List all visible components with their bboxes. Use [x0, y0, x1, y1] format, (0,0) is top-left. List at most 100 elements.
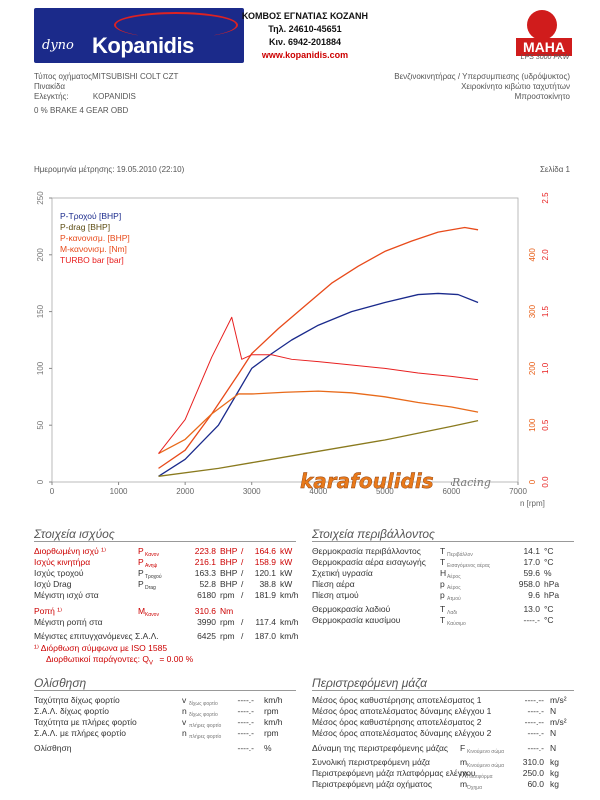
coast-row: Ολίσθηση ----.-%: [34, 743, 296, 753]
environment-section-title: Στοιχεία περιβάλλοντος: [312, 527, 435, 541]
maha-model: LPS 3000 PKW: [520, 54, 570, 61]
power-row: Μέγιστη ισχύ στα 6180 rpm / 181.9 km/h: [34, 590, 298, 600]
legend-item: TURBO bar [bar]: [60, 255, 124, 265]
power-unit-1: rpm: [220, 631, 235, 641]
power-label: Ροπή ¹⁾: [34, 606, 63, 616]
mass-label: Περιστρεφόμενη μάζα οχήματος: [312, 779, 432, 789]
mass-divider: [312, 690, 574, 691]
x-tick-label: 4000: [309, 487, 327, 496]
series-line-norm_power: [158, 226, 479, 469]
env-value: 13.0: [523, 604, 540, 614]
coast-row: Σ.Α.Λ. δίχως φορτίο n δίχως φορτίο ----.- rp…: [34, 706, 296, 718]
power-value-1: 163.3: [194, 568, 216, 578]
power-value-1: 3990: [197, 617, 216, 627]
coast-row: Ταχύτητα με πλήρες φορτίο v πλήρες φορτίο -…: [34, 717, 296, 729]
mass-symbol-sub: Πλατφόρμα: [467, 774, 493, 780]
mass-value: ----.-: [527, 728, 544, 738]
company-mobile: Κιν. 6942-201884: [268, 37, 342, 47]
power-symbol: P: [138, 568, 144, 578]
power-value-1: 6180: [197, 590, 216, 600]
env-label: Θερμοκρασία καυσίμου: [312, 615, 401, 625]
vehicle-type-label: Τύπος οχήματος: [34, 72, 92, 81]
slash-separator: /: [241, 557, 244, 567]
mass-symbol-sub: Όχημα: [467, 785, 483, 791]
right-bar-tick-label: 2.0: [541, 249, 550, 261]
env-row: Πίεση ατμού p Ατμού 9.6 hPa: [312, 590, 574, 602]
watermark-sub: Racing: [451, 476, 491, 489]
power-row: Ισχύ Drag P Drag 52.8 BHP/ 38.8 kW: [34, 579, 296, 591]
power-unit-2: km/h: [280, 631, 299, 641]
power-unit-2: kW: [280, 579, 293, 589]
coast-unit: km/h: [264, 695, 283, 705]
right-bar-tick-label: 0.0: [541, 476, 550, 488]
coast-symbol: n: [182, 706, 187, 716]
env-label: Θερμοκρασία περιβάλλοντος: [312, 546, 421, 556]
series-line-turbo: [158, 316, 479, 454]
env-value: ----.-: [523, 615, 540, 625]
inspector-value: KOPANIDIS: [92, 92, 136, 101]
mass-unit: m/s²: [550, 717, 567, 727]
mass-label: Μέσος όρος καθυστέρησης αποτελέσματος 1: [312, 695, 482, 705]
env-symbol: T: [440, 557, 446, 567]
series-line-wheel: [158, 292, 479, 477]
coast-value: ----.-: [237, 717, 254, 727]
left-tick-label: 150: [36, 304, 45, 318]
mass-value: 60.0: [527, 779, 544, 789]
env-unit: °C: [544, 615, 554, 625]
vehicle-type-value: MITSUBISHI COLT CZT: [91, 72, 179, 81]
coast-unit: rpm: [264, 728, 279, 738]
power-unit-1: Nm: [220, 606, 234, 616]
mass-unit: N: [550, 706, 557, 716]
env-label: Θερμοκρασία λαδιού: [312, 604, 391, 614]
env-symbol: p: [440, 590, 445, 600]
correction-factor-label: Διορθωτικοί παράγοντες: Q: [46, 654, 149, 664]
mass-row: Δύναμη της περιστρεφόμενης μάζας F Κινούμε…: [312, 743, 574, 755]
mass-unit: N: [550, 728, 557, 738]
plate-label: Πινακίδα: [34, 82, 66, 91]
test-settings: 0 % BRAKE 4 GEAR OBD: [34, 106, 129, 115]
plot-frame: [51, 197, 519, 483]
mass-label: Μέσος όρος αποτελέσματος δύναμης ελέγχου…: [312, 728, 492, 738]
env-unit: hPa: [544, 590, 560, 600]
coast-value: ----.-: [237, 728, 254, 738]
slash-separator: /: [241, 568, 244, 578]
power-unit-1: BHP: [220, 546, 238, 556]
maha-logo: MAHA: [514, 10, 574, 62]
env-unit: °C: [544, 557, 554, 567]
coast-symbol-sub: πλήρες φορτίο: [189, 723, 222, 729]
x-tick-label: 6000: [443, 487, 461, 496]
left-tick-label: 100: [36, 361, 45, 375]
slash-separator: /: [241, 631, 244, 641]
engine-type: Βενζινοκινητήρας / Υπερσυμπιεσης (υδρόψυ…: [394, 72, 570, 81]
correction-factor: Διορθωτικοί παράγοντες: QV = 0.00 %: [46, 654, 193, 667]
env-symbol-sub: Καύσιμο: [447, 621, 466, 627]
env-symbol-sub: Λαδι: [447, 610, 458, 616]
vehicle-info-right: Βενζινοκινητήρας / Υπερσυμπιεσης (υδρόψυ…: [310, 72, 570, 102]
vehicle-type-row: Τύπος οχήματοςMITSUBISHI COLT CZT: [34, 72, 178, 82]
power-label: Μέγιστες επιτυγχανόμενες Σ.Α.Λ.: [34, 631, 159, 641]
power-unit-1: rpm: [220, 617, 235, 627]
left-tick-label: 200: [36, 248, 45, 262]
legend-item: M-κανονισμ. [Nm]: [60, 244, 127, 254]
series-line-torque: [158, 390, 479, 455]
coast-unit: km/h: [264, 717, 283, 727]
logo-main: Kopanidis: [92, 33, 194, 58]
power-value-1: 52.8: [199, 579, 216, 589]
power-value-1: 6425: [197, 631, 216, 641]
coast-row: Ταχύτητα δίχως φορτίο v δίχως φορτίο ----.-…: [34, 695, 296, 707]
env-row: Θερμοκρασία αέρα εισαγωγής T Εισαγόμενος α…: [312, 557, 574, 569]
x-tick-label: 7000: [509, 487, 527, 496]
power-value-2: 117.4: [255, 617, 276, 627]
page-number: Σελίδα 1: [539, 165, 570, 174]
env-value: 9.6: [528, 590, 540, 600]
left-tick-label: 0: [36, 479, 45, 484]
mass-value: 250.0: [522, 768, 544, 778]
coast-unit: %: [264, 743, 272, 753]
correction-factor-value: = 0.00 %: [159, 654, 194, 664]
env-unit: °C: [544, 546, 554, 556]
mass-label: Δύναμη της περιστρεφόμενης μάζας: [312, 743, 448, 753]
coast-label: Ταχύτητα με πλήρες φορτίο: [34, 717, 137, 727]
power-unit-1: BHP: [220, 557, 238, 567]
mass-row: Μέσος όρος αποτελέσματος δύναμης ελέγχου…: [312, 706, 574, 716]
coast-label: Σ.Α.Λ. δίχως φορτίο: [34, 706, 109, 716]
